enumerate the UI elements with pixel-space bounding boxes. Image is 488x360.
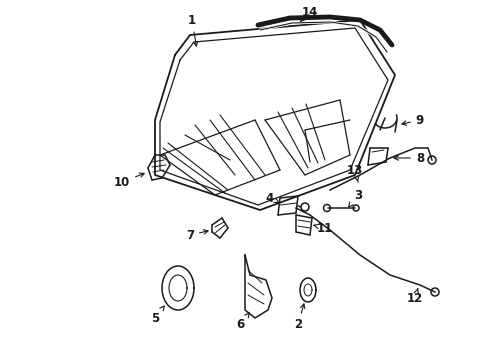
Text: 13: 13 [346, 163, 363, 182]
Text: 8: 8 [393, 152, 423, 165]
Text: 1: 1 [187, 14, 197, 46]
Text: 10: 10 [114, 173, 144, 189]
Text: 4: 4 [265, 192, 279, 204]
Text: 14: 14 [300, 5, 318, 22]
Text: 11: 11 [313, 221, 332, 234]
Text: 7: 7 [185, 229, 208, 242]
Text: 9: 9 [401, 113, 423, 126]
Text: 3: 3 [348, 189, 361, 207]
Text: 2: 2 [293, 304, 304, 332]
Text: 5: 5 [151, 306, 164, 324]
Text: 12: 12 [406, 289, 422, 305]
Text: 6: 6 [235, 313, 249, 332]
